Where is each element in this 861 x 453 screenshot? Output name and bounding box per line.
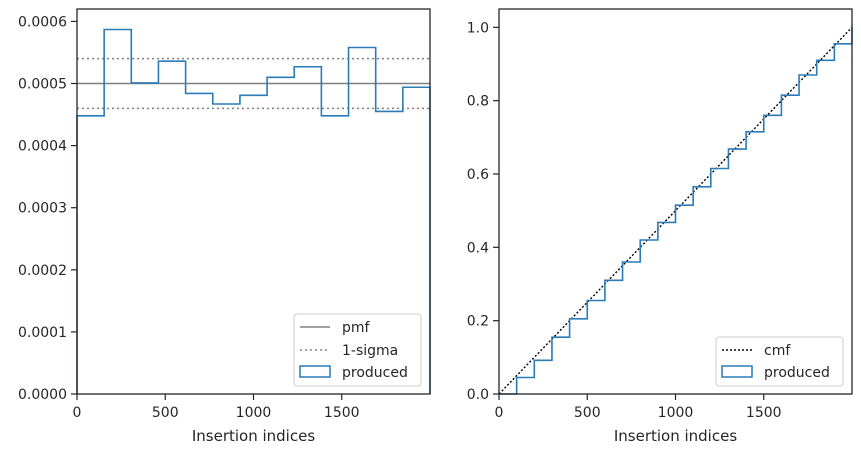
y-tick-label: 0.0 — [467, 387, 489, 403]
plot-frame — [76, 8, 431, 395]
legend-cmf-label: cmf — [764, 343, 791, 359]
x-axis-label: Insertion indices — [192, 427, 315, 445]
plot-frame — [498, 8, 853, 395]
legend-produced-swatch — [299, 365, 331, 378]
x-tick-label: 0 — [73, 405, 82, 421]
x-tick-label: 1000 — [236, 405, 272, 421]
histogram-bar — [186, 93, 213, 394]
y-tick-label: 0.0002 — [18, 263, 67, 279]
histogram-bar — [267, 77, 294, 394]
histogram-bar — [131, 83, 158, 394]
y-tick-label: 0.0001 — [18, 325, 67, 341]
histogram-panel: 0 500 1000 1500 0.0000 0.0001 0.0002 0.0003 0.00… — [18, 8, 431, 445]
y-tick-label: 0.4 — [467, 240, 489, 256]
histogram-bar — [77, 116, 104, 394]
y-tick-label: 0.6 — [467, 167, 489, 183]
y-tick-label: 0.8 — [467, 94, 489, 110]
x-tick-label: 1500 — [324, 405, 360, 421]
legend: cmf produced — [715, 336, 844, 387]
legend-box — [715, 336, 844, 387]
legend-pmf-label: pmf — [342, 320, 371, 336]
legend-produced-label: produced — [342, 365, 408, 381]
cmf-line — [498, 26, 853, 395]
legend-produced-label: produced — [764, 365, 830, 381]
y-tick-label: 0.0005 — [18, 77, 67, 93]
histogram-produced — [76, 28, 431, 394]
histogram-bar — [213, 104, 240, 394]
y-tick-label: 0.0004 — [18, 139, 67, 155]
y-tick-label: 0.0006 — [18, 14, 67, 30]
x-tick-label: 1000 — [658, 405, 694, 421]
legend: pmf 1-sigma produced — [293, 313, 422, 387]
x-axis-label: Insertion indices — [614, 427, 737, 445]
y-tick-label: 0.0003 — [18, 201, 67, 217]
histogram-bar — [104, 29, 131, 394]
cmf-panel: 0 500 1000 1500 0.0 0.2 0.4 0.6 0.8 1.0 Insertion … — [467, 8, 853, 445]
legend-box — [293, 313, 422, 387]
y-tick-label: 0.2 — [467, 314, 489, 330]
x-tick-label: 1500 — [746, 405, 782, 421]
legend-sigma-label: 1-sigma — [342, 343, 398, 359]
legend-produced-swatch — [721, 365, 753, 378]
x-tick-label: 500 — [574, 405, 601, 421]
y-tick-label: 1.0 — [467, 20, 489, 36]
histogram-bar — [158, 61, 185, 394]
x-tick-label: 0 — [495, 405, 504, 421]
x-tick-label: 500 — [152, 405, 179, 421]
histogram-bar — [240, 95, 267, 394]
y-tick-label: 0.0000 — [18, 387, 67, 403]
